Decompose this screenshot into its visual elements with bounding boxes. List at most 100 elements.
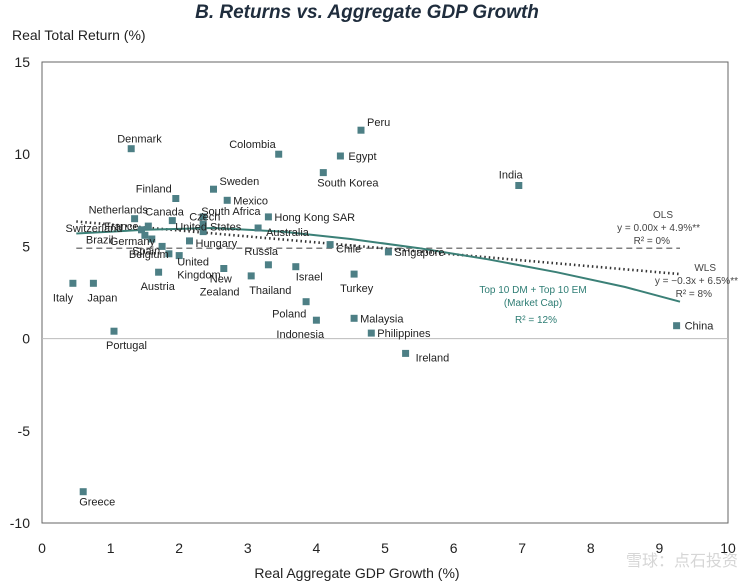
- y-tick-label: 10: [14, 146, 30, 162]
- y-axis-label: Real Total Return (%): [12, 27, 146, 43]
- point-label: Spain: [132, 245, 160, 257]
- x-tick-label: 10: [720, 540, 736, 556]
- point-marker: [673, 322, 681, 330]
- x-tick-label: 8: [587, 540, 595, 556]
- point-label: Peru: [367, 117, 390, 129]
- point-marker: [144, 222, 152, 230]
- point-marker: [89, 279, 97, 287]
- point-label: Ireland: [416, 352, 450, 364]
- fit-line-top: [76, 226, 681, 303]
- point-label: Malaysia: [360, 313, 404, 325]
- point-marker: [138, 226, 145, 234]
- point-marker: [220, 265, 228, 272]
- ols-equation: y = 0.00x + 4.9%**: [617, 223, 700, 234]
- wls-name: WLS: [694, 263, 716, 274]
- point-label: Colombia: [229, 139, 276, 151]
- point-marker: [165, 250, 173, 258]
- wls-equation: y = −0.3x + 6.5%**: [655, 276, 738, 287]
- point-marker: [223, 196, 231, 204]
- point-marker: [312, 316, 320, 324]
- point-marker: [292, 263, 300, 271]
- x-tick-label: 7: [518, 540, 526, 556]
- point-marker: [515, 182, 523, 189]
- point-label: Mexico: [233, 195, 268, 207]
- point-marker: [319, 169, 327, 177]
- point-marker: [168, 217, 176, 225]
- point-marker: [210, 185, 217, 193]
- data-points: Peru Colombia Denmark Egypt South Korea India…: [53, 117, 714, 509]
- y-tick-label: 15: [14, 54, 30, 70]
- point-marker: [110, 327, 118, 335]
- point-label: Egypt: [348, 151, 376, 163]
- point-label: Netherlands: [89, 205, 149, 217]
- point-marker: [275, 150, 283, 158]
- watermark: 雪球：点石投资: [626, 552, 738, 570]
- top20-r2: R² = 12%: [515, 315, 557, 326]
- point-label: South Korea: [317, 178, 379, 190]
- point-marker: [141, 231, 149, 239]
- point-marker: [247, 272, 255, 280]
- point-marker: [367, 329, 375, 337]
- point-marker: [350, 270, 358, 278]
- x-tick-label: 0: [38, 540, 46, 556]
- point-marker: [148, 235, 156, 243]
- point-label: South Africa: [201, 206, 261, 218]
- wls-r2: R² = 8%: [676, 289, 713, 300]
- x-tick-label: 3: [244, 540, 252, 556]
- x-tick-label: 6: [450, 540, 458, 556]
- point-marker: [336, 152, 344, 160]
- top20-sublabel: (Market Cap): [504, 298, 562, 309]
- point-label: Italy: [53, 292, 74, 304]
- point-label: Canada: [145, 207, 184, 219]
- point-marker: [357, 126, 365, 134]
- point-marker: [131, 215, 139, 223]
- point-label: United Kingdom: [177, 257, 220, 282]
- point-label: Australia: [266, 227, 310, 239]
- x-axis-label: Real Aggregate GDP Growth (%): [254, 565, 459, 581]
- point-marker: [186, 237, 193, 245]
- point-label: Sweden: [220, 176, 260, 188]
- point-marker: [199, 220, 207, 228]
- x-tick-label: 5: [381, 540, 389, 556]
- point-label: Japan: [87, 292, 117, 304]
- y-tick-label: -10: [10, 515, 30, 531]
- x-tick-label: 1: [107, 540, 115, 556]
- ols-r2: R² = 0%: [634, 236, 671, 247]
- point-label: Portugal: [106, 340, 147, 352]
- point-label: Hungary: [196, 238, 238, 250]
- point-label: China: [685, 321, 715, 333]
- point-label: Singapore: [394, 247, 444, 259]
- point-label: Turkey: [340, 283, 374, 295]
- point-marker: [69, 279, 77, 287]
- chart-title: B. Returns vs. Aggregate GDP Growth: [195, 2, 539, 23]
- point-label: Austria: [141, 281, 176, 293]
- point-label: New Zealand: [200, 274, 240, 299]
- point-label: Germany: [110, 236, 156, 248]
- point-marker: [199, 213, 207, 221]
- point-label: Switzerland: [66, 223, 123, 235]
- point-label: India: [499, 170, 524, 182]
- point-marker: [158, 242, 166, 250]
- point-label: Brazil: [86, 234, 114, 246]
- x-tick-label: 4: [313, 540, 321, 556]
- x-tick-label: 2: [175, 540, 183, 556]
- x-tick-label: 9: [656, 540, 664, 556]
- point-label: Indonesia: [276, 329, 325, 341]
- point-label: Denmark: [117, 134, 162, 146]
- y-tick-label: 0: [22, 331, 30, 347]
- ols-name: OLS: [653, 210, 673, 221]
- point-label: Chile: [336, 244, 361, 256]
- point-label: Philippines: [377, 328, 431, 340]
- fit-line-wls: [76, 220, 681, 276]
- point-label: Israel: [296, 272, 323, 284]
- point-label: Hong Kong SAR: [274, 212, 355, 224]
- point-label: Belgium: [129, 249, 169, 261]
- top20-label: Top 10 DM + Top 10 EM: [479, 285, 586, 296]
- y-tick-label: -5: [18, 423, 31, 439]
- point-marker: [254, 224, 262, 232]
- fit-lines: [76, 220, 681, 303]
- y-ticks: 15 10 5 0 -5 -10: [10, 54, 30, 531]
- point-label: France: [104, 221, 138, 233]
- point-label: Czech: [189, 211, 220, 223]
